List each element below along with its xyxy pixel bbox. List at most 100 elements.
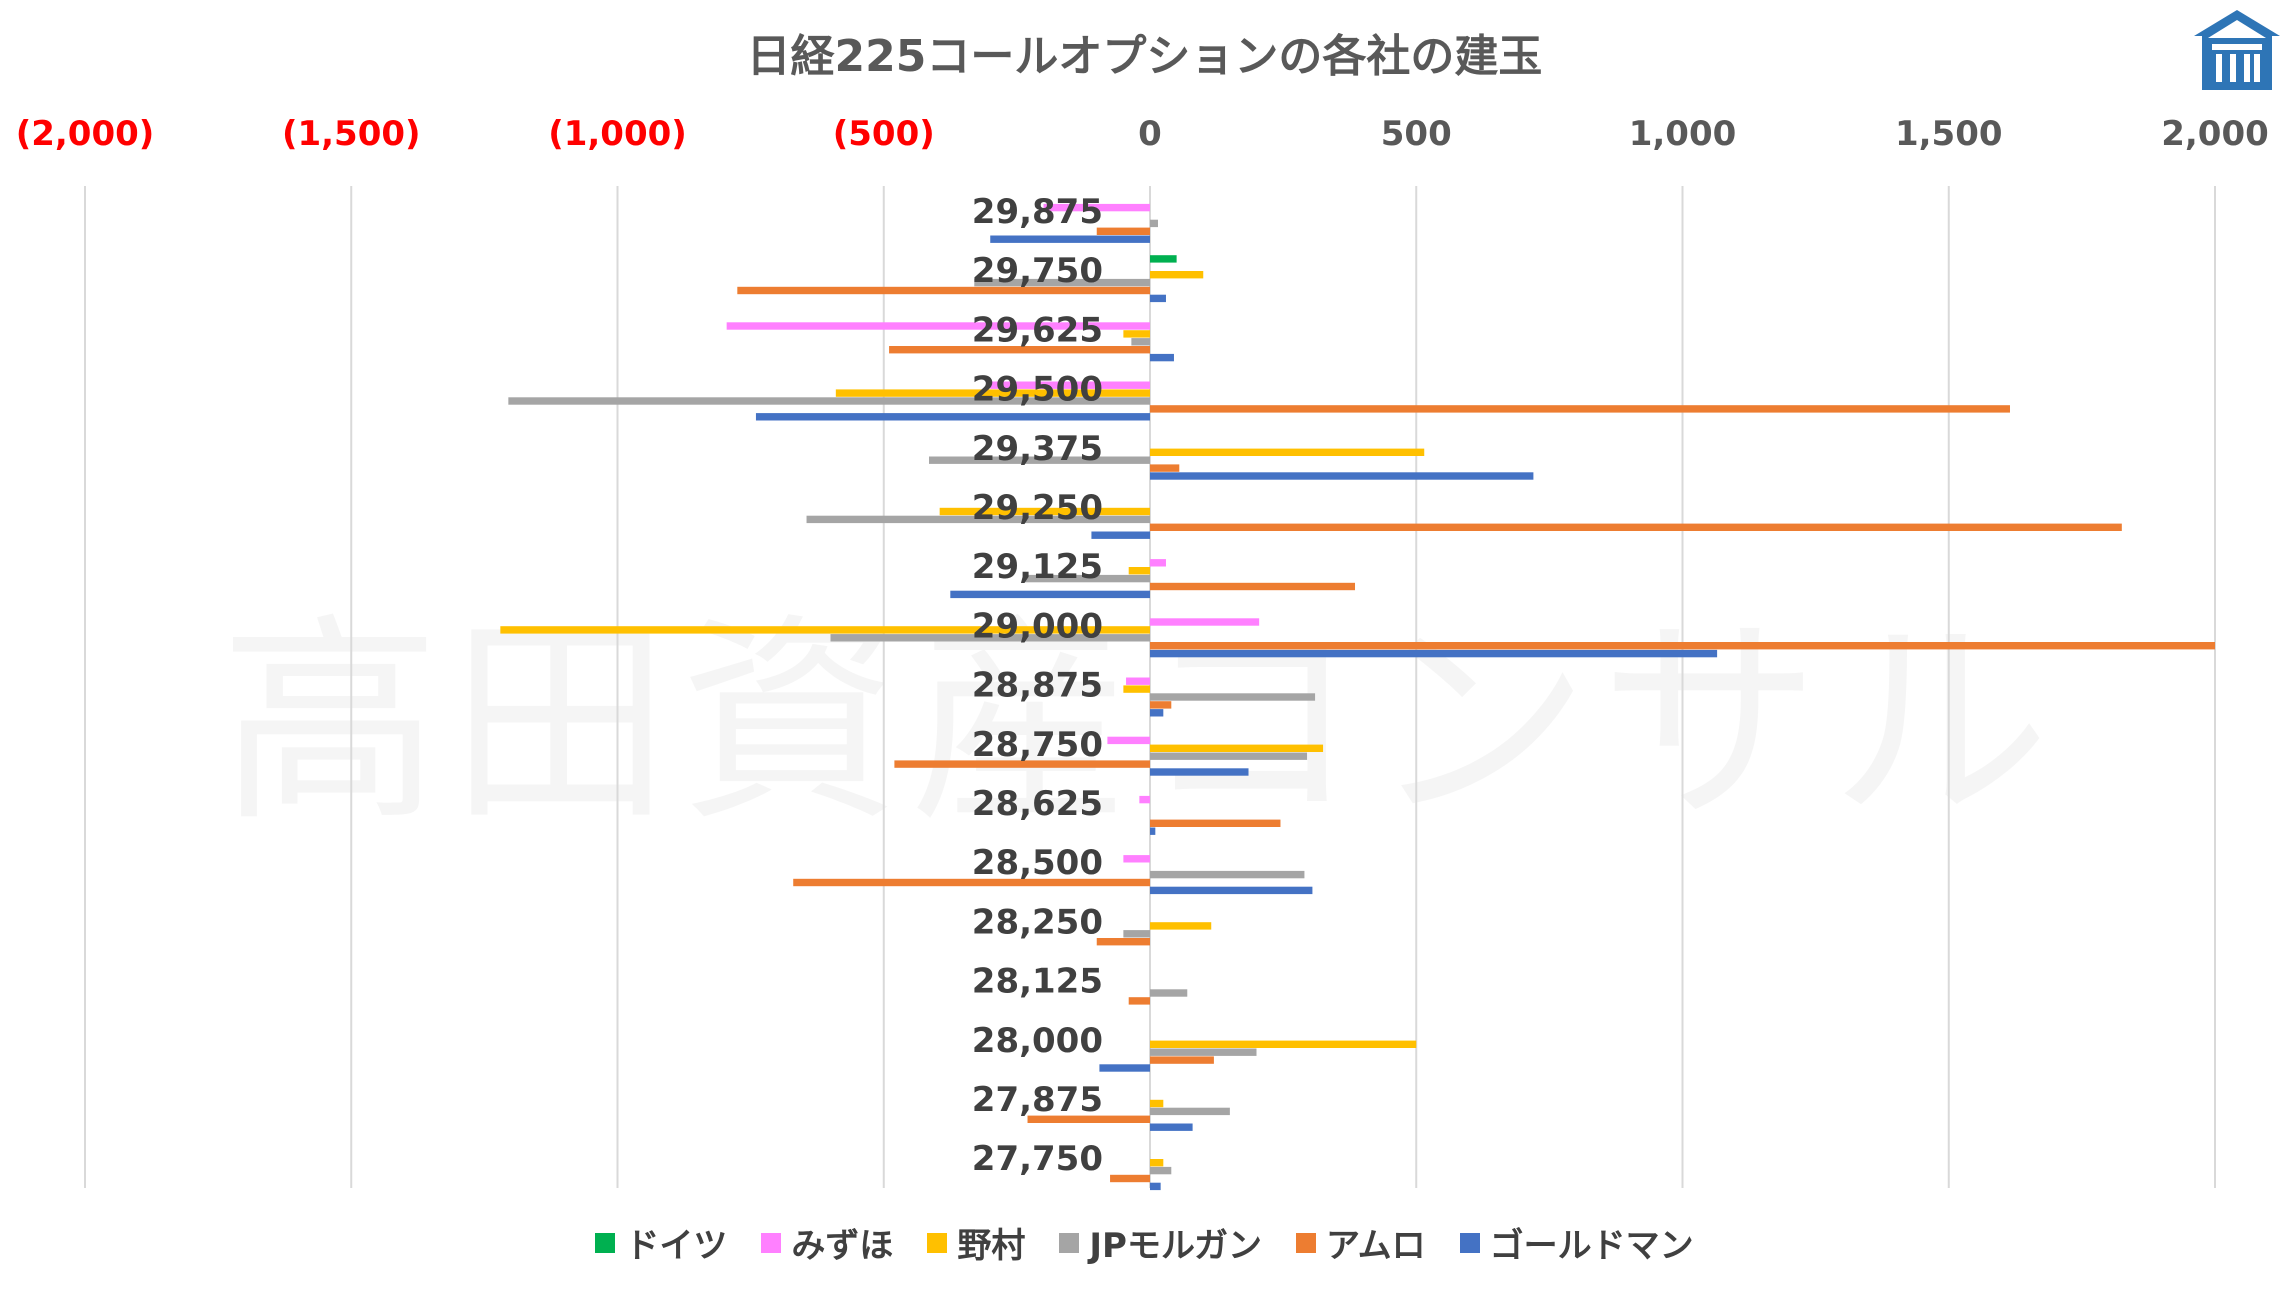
x-tick-label: 1,500 — [1895, 114, 2003, 154]
bar-ゴールドマン-28,750 — [1150, 768, 1249, 776]
bar-ゴールドマン-29,625 — [1150, 353, 1174, 362]
legend-label: アムロ — [1325, 1226, 1426, 1266]
legend-item: JPモルガン — [1059, 1218, 1262, 1267]
bar-みずほ-29,500 — [990, 381, 1150, 389]
legend-swatch — [1295, 1232, 1316, 1253]
x-tick-label: (2,000) — [16, 114, 155, 154]
legend-swatch — [1059, 1232, 1080, 1253]
bar-野村-29,750 — [1150, 271, 1204, 279]
x-tick-label: 500 — [1381, 114, 1452, 154]
bar-野村-27,750 — [1150, 1159, 1164, 1167]
legend-swatch — [595, 1232, 616, 1253]
bar-野村-28,875 — [1123, 685, 1150, 693]
bar-アムロ-28,500 — [793, 878, 1150, 887]
bar-JPモルガン-29,125 — [1024, 574, 1150, 583]
bar-ゴールドマン-29,000 — [1150, 649, 1718, 658]
bar-JPモルガン-28,000 — [1150, 1048, 1257, 1056]
bar-みずほ-28,500 — [1123, 855, 1150, 863]
bar-みずほ-29,875 — [1043, 203, 1150, 212]
category-label: 28,000 — [972, 1021, 1103, 1061]
bar-JPモルガン-29,750 — [974, 278, 1150, 287]
category-label: 29,125 — [972, 547, 1103, 587]
category-label: 29,375 — [972, 429, 1103, 469]
bar-アムロ-28,125 — [1128, 997, 1150, 1005]
x-tick-label: (500) — [833, 114, 935, 154]
legend-item: ドイツ — [595, 1218, 727, 1267]
bar-アムロ-29,750 — [737, 286, 1150, 295]
bar-ゴールドマン-29,750 — [1150, 294, 1166, 303]
bar-アムロ-28,000 — [1150, 1056, 1214, 1064]
bar-みずほ-28,750 — [1107, 736, 1150, 745]
legend-label: みずほ — [791, 1226, 894, 1266]
bar-ゴールドマン-29,875 — [990, 235, 1150, 243]
bar-アムロ-28,250 — [1096, 938, 1150, 946]
bar-ゴールドマン-29,250 — [1091, 531, 1150, 539]
bar-アムロ-27,750 — [1110, 1174, 1150, 1183]
bar-JPモルガン-29,375 — [929, 456, 1150, 464]
legend-swatch — [927, 1232, 948, 1253]
bar-アムロ-28,625 — [1150, 819, 1281, 827]
legend-item: みずほ — [761, 1218, 893, 1267]
category-label: 28,250 — [972, 902, 1103, 942]
category-label: 28,750 — [972, 725, 1103, 765]
legend-label: JPモルガン — [1089, 1226, 1262, 1266]
bar-ゴールドマン-28,000 — [1099, 1064, 1150, 1072]
legend-label: ドイツ — [625, 1226, 728, 1266]
legend-swatch — [761, 1232, 782, 1253]
x-tick-label: 2,000 — [2161, 114, 2269, 154]
x-tick-label: (1,500) — [282, 114, 421, 154]
bar-JPモルガン-28,500 — [1150, 870, 1305, 879]
bar-JPモルガン-29,875 — [1150, 219, 1158, 228]
x-axis-ticks: (2,000) (1,500) (1,000) (500) 0 500 1,000 1,500… — [16, 114, 2269, 154]
category-label: 29,625 — [972, 310, 1103, 350]
bar-JPモルガン-28,250 — [1123, 930, 1150, 938]
bar-アムロ-29,000 — [1150, 642, 2215, 650]
bar-ゴールドマン-28,625 — [1150, 827, 1156, 835]
bar-みずほ-28,875 — [1126, 677, 1150, 685]
bar-みずほ-29,625 — [726, 322, 1150, 330]
bar-ゴールドマン-29,125 — [950, 590, 1150, 599]
bar-野村-29,000 — [500, 626, 1151, 634]
bar-アムロ-28,750 — [894, 760, 1150, 768]
bar-みずほ-28,625 — [1139, 795, 1150, 804]
category-label: 29,875 — [972, 192, 1103, 232]
bar-アムロ-29,625 — [889, 346, 1150, 354]
bar-ドイツ-29,750 — [1150, 255, 1177, 263]
category-label: 27,750 — [972, 1139, 1103, 1179]
category-label: 29,250 — [972, 488, 1103, 528]
bar-アムロ-27,875 — [1027, 1115, 1150, 1123]
legend-item: ゴールドマン — [1459, 1218, 1694, 1267]
bar-野村-29,625 — [1123, 330, 1150, 338]
bar-アムロ-29,375 — [1150, 464, 1180, 472]
bar-ゴールドマン-28,875 — [1150, 709, 1164, 717]
x-tick-label: (1,000) — [548, 114, 687, 154]
bar-野村-28,000 — [1150, 1040, 1417, 1048]
bar-野村-29,500 — [835, 389, 1150, 397]
bar-JPモルガン-29,500 — [508, 397, 1150, 405]
bar-ゴールドマン-27,750 — [1150, 1182, 1161, 1191]
bar-ゴールドマン-29,500 — [755, 413, 1150, 421]
category-label: 28,625 — [972, 784, 1103, 824]
bar-JPモルガン-29,625 — [1131, 338, 1150, 346]
bar-みずほ-29,125 — [1150, 559, 1166, 567]
bar-みずほ-29,000 — [1150, 618, 1260, 626]
category-label: 28,500 — [972, 843, 1103, 883]
bar-野村-27,875 — [1150, 1099, 1164, 1108]
bar-JPモルガン-28,875 — [1150, 693, 1316, 701]
x-tick-label: 0 — [1138, 114, 1162, 154]
category-label: 29,500 — [972, 370, 1103, 410]
house-logo-icon — [2192, 8, 2282, 92]
bar-アムロ-29,125 — [1150, 582, 1356, 591]
category-label: 27,875 — [972, 1080, 1103, 1120]
bar-JPモルガン-27,875 — [1150, 1107, 1230, 1116]
chart-title: 日経225コールオプションの各社の建玉 — [746, 31, 1543, 82]
category-label: 29,000 — [972, 606, 1103, 646]
bar-野村-28,250 — [1150, 922, 1212, 930]
legend-label: 野村 — [957, 1226, 1026, 1266]
bar-JPモルガン-29,000 — [830, 634, 1150, 642]
bar-ゴールドマン-28,500 — [1150, 886, 1313, 895]
legend-swatch — [1459, 1232, 1480, 1253]
bar-ゴールドマン-27,875 — [1150, 1123, 1193, 1131]
gridlines — [84, 186, 2216, 1188]
